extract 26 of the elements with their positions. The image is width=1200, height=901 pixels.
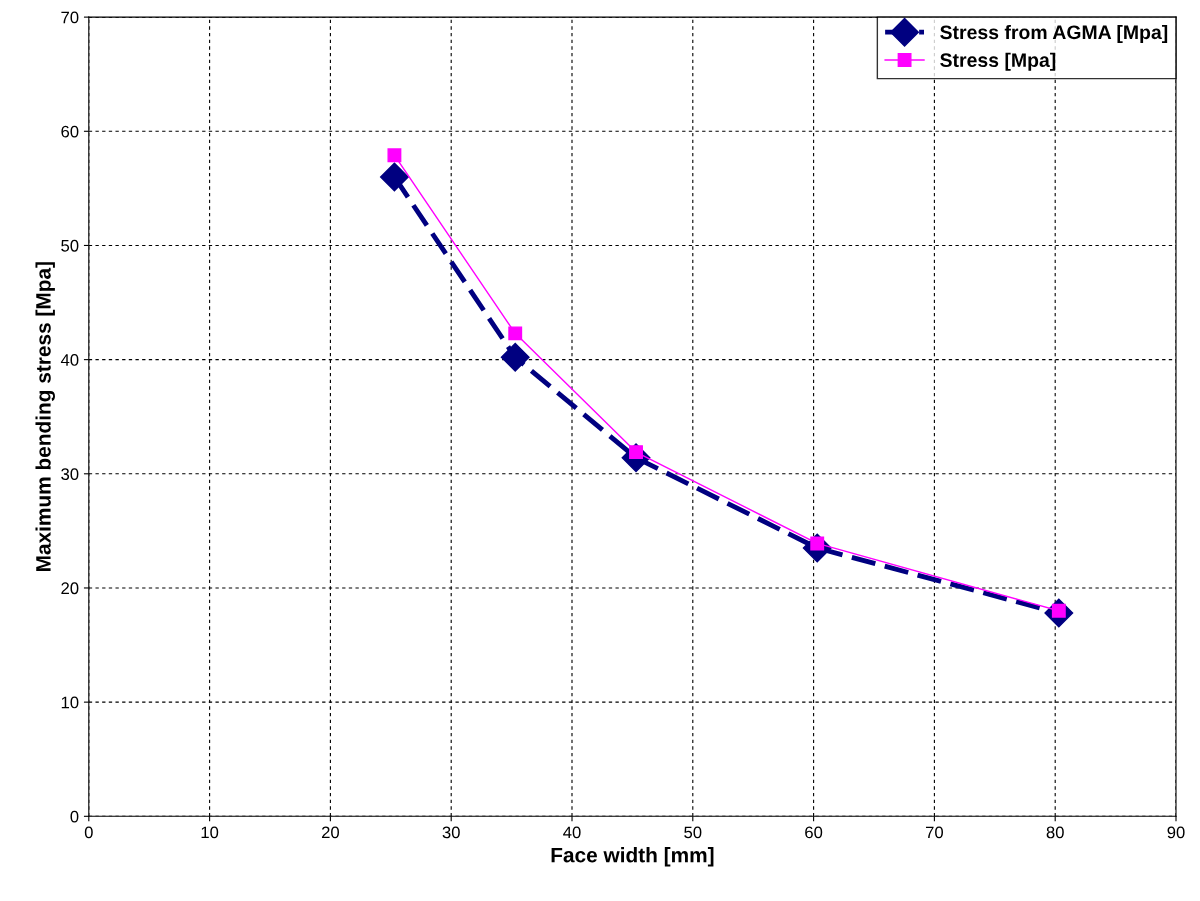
x-axis-title: Face width [mm]	[551, 847, 714, 867]
x-tick-label: 10	[201, 826, 219, 839]
y-tick-label: 20	[61, 582, 79, 595]
point	[500, 342, 530, 372]
x-tick-label: 40	[563, 826, 581, 839]
y-tick-label: 40	[60, 354, 79, 366]
legend-label: Stress [Mpa]	[940, 52, 1056, 71]
x-tick-label: 30	[442, 826, 460, 839]
y-tick-label: 30	[61, 468, 79, 480]
point	[387, 148, 402, 163]
y-tick-label: 10	[61, 696, 79, 709]
x-tick-label: 80	[1046, 826, 1064, 839]
y-tick-label: 60	[61, 125, 79, 138]
y-tick-label: 50	[61, 239, 79, 252]
point	[379, 162, 409, 192]
x-tick-label: 60	[805, 826, 823, 839]
legend-label: Stress from AGMA [Mpa]	[940, 24, 1168, 44]
y-axis-title: Maximum bending stress [Mpa]	[35, 262, 55, 571]
x-tick-label: 20	[321, 826, 340, 839]
x-tick-label: 50	[684, 826, 702, 839]
x-tick-label: 90	[1167, 826, 1185, 839]
x-tick-label: 70	[925, 826, 944, 839]
x-tick-label: 0	[84, 826, 93, 839]
y-tick-label: 0	[70, 810, 79, 823]
y-tick-label: 70	[61, 11, 79, 24]
point	[508, 326, 523, 341]
